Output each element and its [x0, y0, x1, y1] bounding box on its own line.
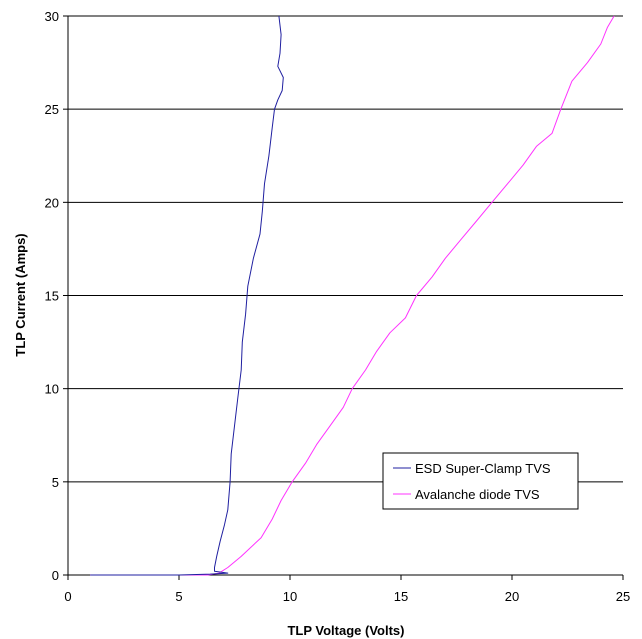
series-line-esd-super-clamp	[90, 15, 284, 576]
y-tick-label: 15	[45, 289, 59, 304]
legend: ESD Super-Clamp TVS Avalanche diode TVS	[382, 452, 579, 510]
x-tick-label: 10	[283, 589, 297, 604]
tick-labels: 0 5 10 15 20 25 30 0 5 10 15 20 25	[45, 9, 631, 604]
y-tick-label: 30	[45, 9, 59, 24]
y-tick-label: 5	[52, 475, 59, 490]
legend-label-esd-super-clamp: ESD Super-Clamp TVS	[415, 461, 551, 476]
x-tick-label: 20	[505, 589, 519, 604]
legend-label-avalanche-diode: Avalanche diode TVS	[415, 487, 540, 502]
legend-box	[382, 452, 579, 510]
y-tick-label: 20	[45, 195, 59, 210]
x-tick-label: 5	[175, 589, 182, 604]
y-tick-label: 25	[45, 102, 59, 117]
y-tick-label: 10	[45, 382, 59, 397]
series-lines	[90, 15, 615, 576]
x-axis-title: TLP Voltage (Volts)	[287, 623, 404, 638]
y-axis-title: TLP Current (Amps)	[13, 233, 28, 356]
x-tick-label: 25	[616, 589, 630, 604]
x-tick-label: 15	[394, 589, 408, 604]
y-tick-label: 0	[52, 568, 59, 583]
x-tick-label: 0	[64, 589, 71, 604]
gridlines	[68, 15, 623, 483]
series-line-avalanche-diode	[90, 15, 615, 576]
